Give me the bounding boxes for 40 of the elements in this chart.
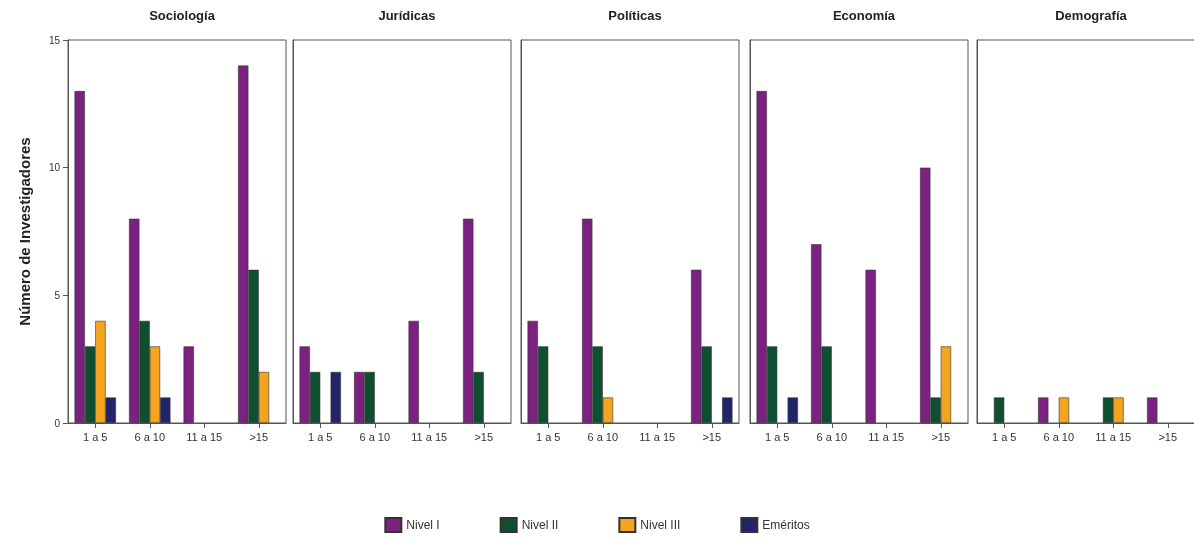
bar bbox=[865, 269, 876, 423]
x-tick-label: >15 bbox=[1158, 430, 1178, 443]
legend-label: Nivel III bbox=[640, 518, 681, 532]
x-tick-label: 1 a 5 bbox=[536, 430, 561, 443]
legend-label: Nivel I bbox=[406, 518, 440, 532]
x-tick-label: >15 bbox=[702, 430, 722, 443]
chart-title: Jurídicas bbox=[378, 8, 436, 23]
y-tick-label: 15 bbox=[48, 34, 61, 46]
legend-label: Eméritos bbox=[762, 518, 810, 532]
y-tick-label: 5 bbox=[54, 289, 61, 301]
x-tick-label: 6 a 10 bbox=[816, 430, 848, 443]
x-tick-label: >15 bbox=[249, 430, 269, 443]
x-tick-label: 6 a 10 bbox=[134, 430, 166, 443]
x-tick-label: 1 a 5 bbox=[83, 430, 108, 443]
x-tick-label: 1 a 5 bbox=[308, 430, 333, 443]
chart-title: Políticas bbox=[608, 8, 662, 23]
bar bbox=[408, 320, 419, 423]
x-tick-label: 1 a 5 bbox=[992, 430, 1017, 443]
chart-title: Economía bbox=[832, 8, 896, 23]
x-tick-label: 11 a 15 bbox=[411, 430, 448, 443]
x-tick-label: 6 a 10 bbox=[1043, 430, 1075, 443]
bar bbox=[787, 397, 798, 423]
x-tick-label: 11 a 15 bbox=[1095, 430, 1132, 443]
x-tick-label: 11 a 15 bbox=[186, 430, 223, 443]
x-tick-label: 6 a 10 bbox=[587, 430, 619, 443]
x-tick-label: 6 a 10 bbox=[359, 430, 391, 443]
y-tick-label: 10 bbox=[48, 162, 61, 174]
x-tick-label: 11 a 15 bbox=[639, 430, 676, 443]
x-tick-label: >15 bbox=[474, 430, 494, 443]
chart-title: Demografía bbox=[1055, 8, 1128, 23]
bar bbox=[183, 346, 194, 423]
bar bbox=[722, 397, 733, 423]
chart-title: Sociología bbox=[149, 8, 216, 23]
y-axis-title: Número de Investigadores bbox=[16, 137, 33, 326]
bar bbox=[330, 371, 341, 423]
legend-label: Nivel II bbox=[521, 518, 559, 532]
x-tick-label: 1 a 5 bbox=[765, 430, 790, 443]
x-tick-label: 11 a 15 bbox=[868, 430, 905, 443]
y-tick-label: 0 bbox=[54, 417, 61, 429]
x-tick-label: >15 bbox=[931, 430, 951, 443]
